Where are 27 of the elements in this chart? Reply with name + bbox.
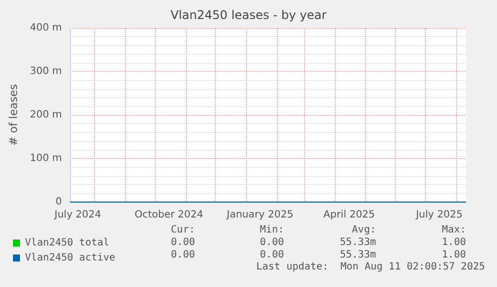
chart-title: Vlan2450 leases - by year — [170, 8, 327, 22]
text: 0.00 — [170, 250, 195, 260]
text: Avg: — [352, 224, 376, 236]
text: 0.00 — [260, 237, 284, 248]
x-tick-label: April 2025 — [323, 210, 375, 220]
y-tick-label: 100 m — [30, 153, 62, 164]
text: Last update: Mon Aug 11 02:00:57 2025 — [256, 262, 485, 272]
y-tick-label: 400 m — [30, 22, 62, 34]
text: 55.33m — [340, 237, 376, 248]
x-tick-label: January 2025 — [226, 210, 294, 220]
y-axis-title: # of leases — [7, 84, 20, 146]
text: 1.00 — [442, 237, 466, 248]
y-tick-label: 200 m — [30, 110, 62, 120]
x-tick-label: October 2024 — [134, 210, 204, 220]
legend-label: Vlan2450 active — [25, 252, 116, 264]
text: Cur: — [170, 224, 195, 236]
x-tick-label: July 2025 — [414, 210, 463, 220]
text: 1.00 — [442, 250, 466, 260]
text: Max: — [442, 224, 466, 236]
text: 0.00 — [170, 237, 195, 248]
x-tick-label: July 2024 — [54, 210, 102, 220]
text: 0.00 — [260, 250, 284, 260]
legend-label: Vlan2450 total — [25, 238, 110, 248]
y-tick-label: 300 m — [30, 66, 62, 77]
text: Min: — [260, 224, 284, 236]
y-tick-label: 0 — [56, 196, 62, 208]
text: 55.33m — [340, 250, 376, 260]
